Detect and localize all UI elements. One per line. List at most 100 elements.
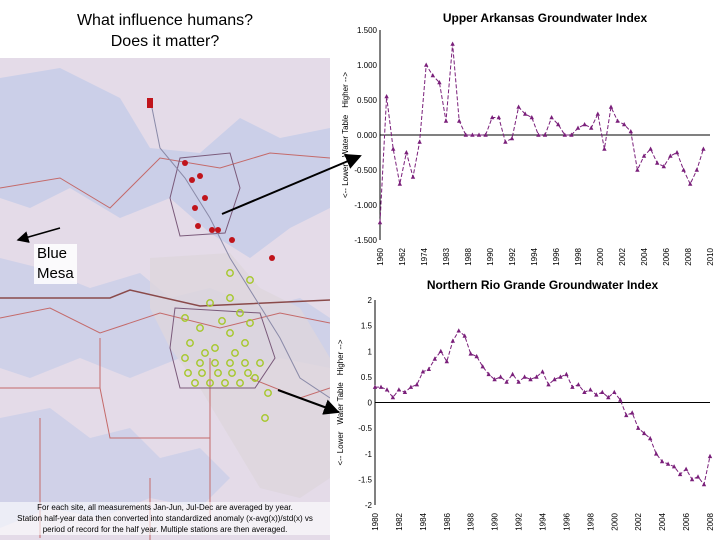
y-tick-label: 0	[368, 399, 373, 408]
data-point	[480, 364, 485, 369]
data-point	[516, 104, 521, 109]
data-point	[564, 371, 569, 377]
basin-outline-lower	[169, 307, 276, 389]
series-line	[375, 330, 711, 486]
map-canvas	[0, 58, 330, 540]
upper-station-marker	[182, 160, 188, 166]
rio-grande-station-marker	[226, 329, 234, 337]
rio-grande-station-marker	[196, 359, 204, 367]
data-point	[556, 122, 561, 127]
x-tick-label: 1960	[376, 247, 385, 265]
data-point	[622, 122, 627, 127]
data-point	[402, 389, 408, 394]
data-point	[589, 125, 594, 130]
data-point	[384, 94, 389, 99]
x-tick-label: 2006	[682, 512, 691, 530]
y-axis-label-upper: Higher -->	[341, 72, 350, 108]
slide-title: What influence humans? Does it matter?	[0, 10, 330, 52]
data-point	[463, 132, 468, 137]
y-axis-label-mid: Water Table	[341, 114, 350, 157]
data-point	[576, 382, 581, 387]
data-point	[444, 359, 449, 364]
y-tick-label: -1.000	[354, 201, 377, 210]
data-point	[528, 376, 533, 382]
data-point	[642, 430, 647, 436]
data-point	[470, 132, 475, 137]
y-tick-label: -0.500	[354, 166, 377, 175]
x-tick-label: 1988	[464, 247, 473, 265]
data-point	[659, 458, 665, 464]
data-point	[552, 376, 557, 382]
data-point	[522, 374, 527, 379]
data-point	[430, 73, 435, 78]
rio-grande-station-marker	[226, 359, 234, 367]
rio-grande-station-marker	[221, 379, 229, 387]
data-point	[443, 118, 449, 123]
x-tick-label: 1994	[539, 512, 548, 530]
data-point	[468, 351, 473, 356]
rio-grande-station-marker	[211, 359, 219, 367]
data-point	[546, 382, 551, 387]
data-point	[397, 181, 402, 186]
x-tick-label: 2004	[658, 512, 667, 530]
data-point	[624, 412, 629, 418]
upper-arkansas-chart-svg: Upper Arkansas Groundwater Index 1.500 1.0…	[341, 11, 715, 266]
data-point	[569, 132, 574, 137]
station-map: Blue Mesa	[0, 58, 330, 540]
data-point	[483, 132, 488, 137]
x-tick-label: 1984	[419, 512, 428, 530]
y-tick-label: 2	[368, 296, 373, 305]
data-point	[496, 115, 501, 120]
y-tick-label: 1.5	[361, 322, 373, 331]
x-tick-label: 2002	[618, 247, 627, 265]
data-point	[575, 125, 581, 130]
data-point	[408, 384, 414, 389]
data-point	[542, 132, 548, 137]
rio-grande-station-marker	[246, 319, 254, 327]
upper-station-marker	[202, 195, 208, 201]
upper-station-marker	[269, 255, 275, 261]
data-point	[384, 387, 390, 392]
data-point	[474, 353, 479, 359]
rio-grande-station-marker	[241, 359, 249, 367]
chart-title: Upper Arkansas Groundwater Index	[443, 11, 648, 25]
data-point	[414, 382, 420, 387]
data-point	[390, 394, 396, 400]
data-point	[688, 181, 693, 186]
data-point	[510, 371, 515, 377]
data-point	[681, 167, 686, 172]
x-tick-label: 1990	[486, 247, 495, 265]
data-point	[618, 397, 623, 402]
basin-outline-upper	[169, 152, 241, 237]
y-tick-label: -0.5	[358, 424, 372, 433]
y-tick-label: -1.5	[358, 475, 372, 484]
rio-grande-station-marker	[181, 314, 189, 322]
rio-grande-station-marker	[186, 339, 194, 347]
upper-station-marker	[189, 177, 195, 183]
chart-title: Northern Rio Grande Groundwater Index	[427, 278, 659, 292]
data-point	[410, 174, 416, 179]
x-tick-label: 1974	[420, 247, 429, 265]
footnote-line2: Station half-year data then converted in…	[17, 514, 313, 523]
rio-grande-station-marker	[201, 349, 209, 357]
x-tick-label: 1986	[443, 512, 452, 530]
data-point	[630, 410, 635, 415]
data-point	[648, 435, 653, 441]
slide-title-line1: What influence humans?	[76, 12, 254, 29]
rio-grande-stations	[181, 269, 272, 422]
x-tick-label: 2000	[596, 247, 605, 265]
data-point	[490, 115, 495, 120]
x-tick-label: 1998	[586, 512, 595, 530]
x-tick-label: 1992	[508, 247, 517, 265]
data-point	[582, 122, 587, 127]
rio-grande-station-marker	[198, 369, 206, 377]
rio-grande-station-marker	[206, 299, 214, 307]
y-tick-label: 0.000	[357, 131, 378, 140]
y-axis-label-upper: Higher -->	[336, 339, 345, 375]
upper-station-marker	[147, 98, 153, 108]
rio-grande-station-marker	[184, 369, 192, 377]
data-point	[671, 464, 677, 469]
upper-station-marker	[209, 227, 215, 233]
rio-grande-station-marker	[256, 359, 264, 367]
data-point	[536, 132, 541, 137]
